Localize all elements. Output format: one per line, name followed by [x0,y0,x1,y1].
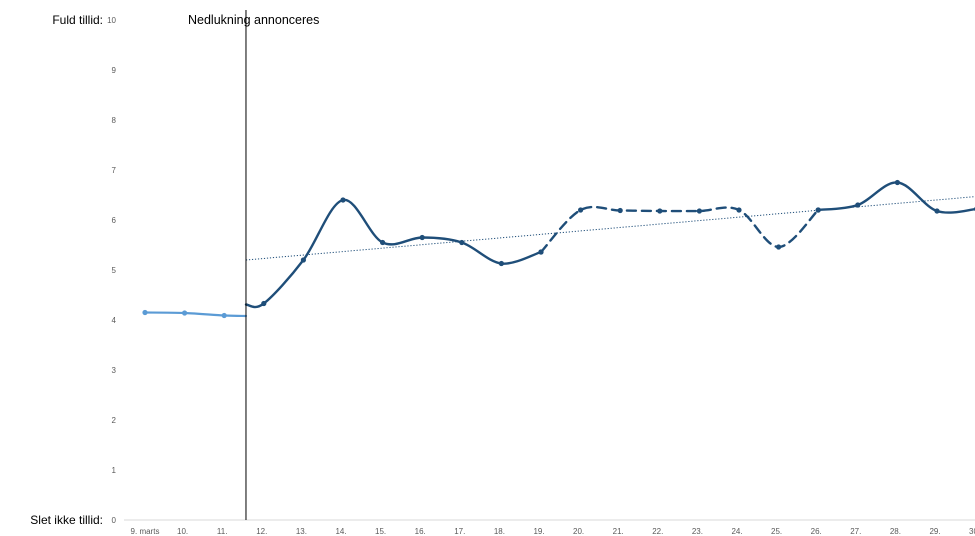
data-point [934,208,940,214]
data-point [538,249,544,255]
data-point [894,179,901,186]
data-points [142,179,975,319]
x-tick-label: 15. [375,527,386,536]
x-tick-label: 29. [929,527,940,536]
trendline [245,196,975,261]
data-point [855,202,861,208]
x-tick-label: 23. [692,527,703,536]
y-tick-label: 9 [112,66,117,75]
y-bottom-label: Slet ikke tillid: [30,513,103,527]
data-point [617,207,623,214]
data-point [815,207,821,213]
x-tick-label: 12. [256,527,267,536]
data-point [578,207,584,213]
data-point [340,197,346,203]
x-tick-label: 30. [969,527,975,536]
x-tick-label: 19. [533,527,544,536]
x-tick-label: 17. [454,527,465,536]
annotation: Nedlukning annonceres [188,10,319,520]
data-point [380,239,386,246]
y-tick-label: 0 [112,516,117,525]
data-point [419,234,425,241]
x-tick-label: 18. [494,527,505,536]
y-tick-label: 7 [112,166,117,175]
y-axis: 0 1 2 3 4 5 6 7 8 9 10 [107,16,116,525]
series-line [539,205,820,254]
x-tick-label: 11. [217,527,228,536]
data-point [261,300,267,307]
data-point [182,310,188,316]
y-tick-label: 2 [112,416,117,425]
series-line [817,181,975,214]
data-point [776,244,782,250]
data-point [300,257,306,263]
x-tick-label: 25. [771,527,782,536]
y-top-label: Fuld tillid: [52,13,103,27]
x-tick-label: 21. [613,527,624,536]
data-point [696,208,703,214]
annotation-label: Nedlukning annonceres [188,13,319,27]
y-tick-label: 10 [107,16,116,25]
series-line [143,311,248,318]
x-tick-label: 22. [652,527,663,536]
x-tick-label: 16. [415,527,426,536]
y-tick-label: 4 [112,316,117,325]
x-tick-label: 28. [890,527,901,536]
data-point [736,207,742,213]
y-tick-label: 3 [112,366,117,375]
x-axis: 9. marts 10. 11. 12. 13. 14. 15. 16. 17. 18. 19. 20… [124,519,975,536]
x-tick-label: 24. [731,527,742,536]
x-tick-label: 27. [850,527,861,536]
x-tick-label: 10. [177,527,188,536]
y-tick-label: 8 [112,116,117,125]
series-line [244,198,543,309]
data-point [657,208,663,214]
series-lines [143,181,975,318]
trend-line [245,196,975,261]
y-tick-label: 5 [112,266,117,275]
x-tick-label: 9. marts [131,527,160,536]
data-point [221,312,227,319]
x-tick-label: 14. [335,527,346,536]
y-tick-label: 6 [112,216,117,225]
data-point [498,260,504,267]
data-point [459,239,465,246]
data-point [142,309,148,316]
x-tick-label: 20. [573,527,584,536]
x-tick-label: 13. [296,527,307,536]
x-tick-label: 26. [811,527,822,536]
y-tick-label: 1 [112,466,117,475]
